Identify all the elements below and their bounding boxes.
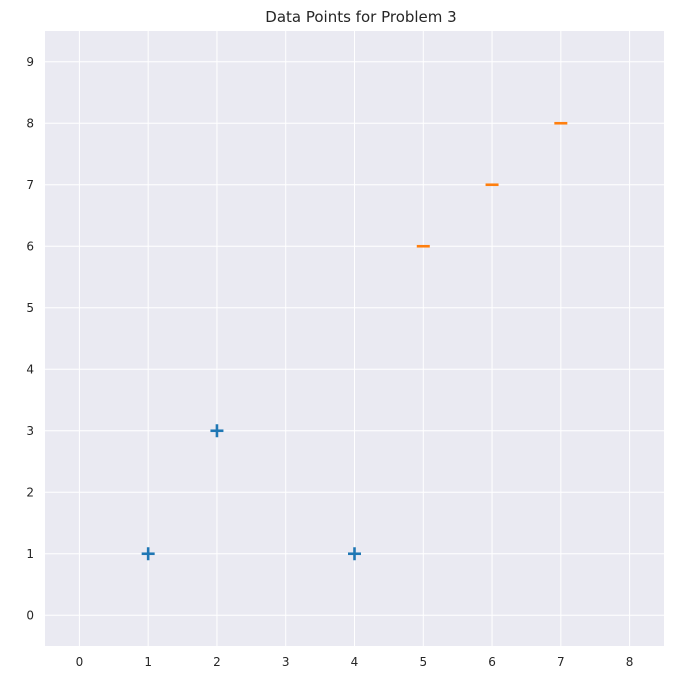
y-tick-label: 1 [26,547,34,561]
y-tick-label: 8 [26,116,34,130]
plus-marker [348,547,361,561]
y-tick-label: 0 [26,608,34,622]
y-tick-label: 5 [26,301,34,315]
x-tick-label: 3 [282,655,290,669]
y-tick-label: 6 [26,239,34,253]
y-tick-label: 7 [26,178,34,192]
chart-title: Data Points for Problem 3 [265,8,456,26]
x-tick-label: 0 [76,655,84,669]
x-tick-label: 1 [144,655,152,669]
x-tick-label: 6 [488,655,496,669]
data-points [141,121,568,561]
y-axis-ticks: 0 1 2 3 4 5 6 7 8 9 [26,55,34,623]
x-tick-label: 8 [626,655,634,669]
y-tick-label: 9 [26,55,34,69]
x-axis-ticks: 0 1 2 3 4 5 6 7 8 [76,655,634,669]
y-tick-label: 2 [26,485,34,499]
x-tick-label: 2 [213,655,221,669]
plus-marker [141,547,155,561]
y-tick-label: 3 [26,424,34,438]
x-tick-label: 7 [557,655,565,669]
x-tick-label: 4 [351,655,359,669]
y-tick-label: 4 [26,362,34,376]
plus-marker [210,424,224,438]
x-tick-label: 5 [419,655,427,669]
